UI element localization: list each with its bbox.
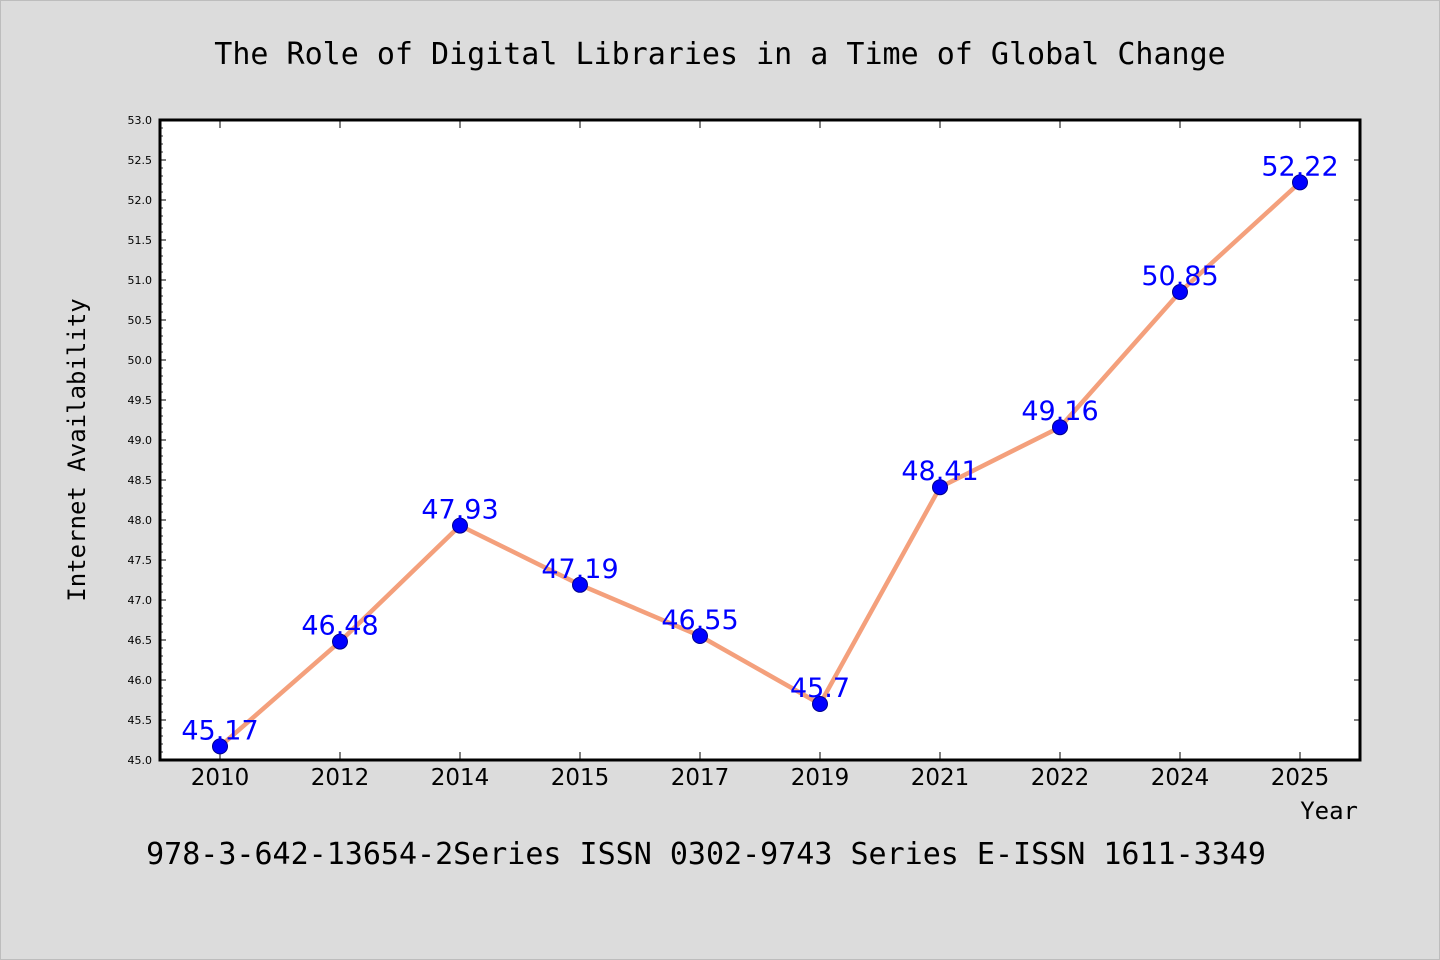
y-tick-label: 51.5 <box>128 234 153 247</box>
y-tick-label: 50.0 <box>128 354 153 367</box>
x-tick-label: 2021 <box>911 765 970 791</box>
y-tick-label: 52.0 <box>128 194 153 207</box>
x-tick-label: 2025 <box>1271 765 1330 791</box>
y-tick-label: 48.5 <box>128 474 153 487</box>
plot-frame <box>158 118 1362 762</box>
x-tick-label: 2015 <box>551 765 610 791</box>
data-point-2024 <box>1172 284 1188 300</box>
y-tick-label: 53.0 <box>128 114 153 127</box>
x-tick-label: 2022 <box>1031 765 1090 791</box>
x-axis: 2010 2012 2014 2015 2017 2019 2021 2022 2024 2025 <box>191 120 1330 791</box>
data-point-2010 <box>212 738 228 755</box>
x-tick-label: 2024 <box>1151 765 1210 791</box>
data-point-2015 <box>572 576 588 593</box>
data-label-2014: 47.93 <box>421 495 498 526</box>
y-tick-label: 46.0 <box>128 674 153 687</box>
data-point-2019 <box>812 696 828 712</box>
data-label-2021: 48.41 <box>901 456 978 487</box>
plot-area <box>160 120 1360 760</box>
data-point-2014 <box>452 517 468 534</box>
y-tick-label: 46.5 <box>128 634 153 647</box>
y-tick-label: 47.5 <box>128 554 153 567</box>
data-point-2012 <box>332 633 348 650</box>
data-label-2025: 52.22 <box>1261 151 1338 182</box>
x-tick-label: 2012 <box>311 765 370 791</box>
data-label-2015: 47.19 <box>541 554 618 585</box>
data-label-2019: 45.7 <box>790 673 850 704</box>
y-tick-label: 45.0 <box>128 754 153 767</box>
data-point-2025 <box>1292 174 1308 191</box>
data-label-2012: 46.48 <box>301 611 378 642</box>
data-point-2022 <box>1052 419 1068 436</box>
data-label-2024: 50.85 <box>1141 261 1218 292</box>
data-label-2010: 45.17 <box>181 715 258 746</box>
y-tick-label: 49.0 <box>128 434 153 447</box>
x-tick-label: 2019 <box>791 765 850 791</box>
data-point-2021 <box>932 479 948 496</box>
y-tick-label: 47.0 <box>128 594 153 607</box>
y-tick-label: 49.5 <box>128 394 153 407</box>
y-tick-label: 52.5 <box>128 154 153 167</box>
footer-text: 978-3-642-13654-2Series ISSN 0302-9743 S… <box>146 837 1266 872</box>
y-tick-label: 51.0 <box>128 274 153 287</box>
data-series: 45.17 46.48 47.93 47.19 46.55 45.7 48.41 49.16 5… <box>181 151 1339 755</box>
series-line <box>217 180 1303 749</box>
data-label-2022: 49.16 <box>1021 396 1098 427</box>
y-axis-label: Internet Availability <box>63 298 91 601</box>
y-tick-label: 48.0 <box>128 514 153 527</box>
y-tick-label: 45.5 <box>128 714 153 727</box>
x-tick-label: 2010 <box>191 765 250 791</box>
x-axis-label: Year <box>1300 797 1358 825</box>
data-point-2017 <box>692 628 708 644</box>
chart-title: The Role of Digital Libraries in a Time … <box>214 37 1225 72</box>
x-tick-label: 2017 <box>671 765 730 791</box>
data-label-2017: 46.55 <box>661 605 738 636</box>
x-tick-label: 2014 <box>431 765 490 791</box>
y-tick-label: 50.5 <box>128 314 153 327</box>
